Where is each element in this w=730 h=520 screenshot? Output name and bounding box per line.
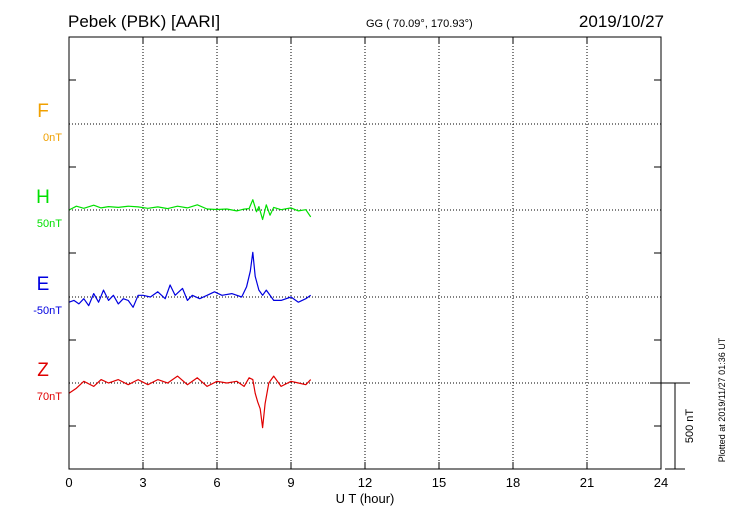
- x-tick-label: 24: [654, 475, 668, 490]
- series-label-h: H: [36, 187, 50, 208]
- plot-frame: [68, 36, 662, 470]
- series-offset-f: 0nT: [43, 132, 62, 144]
- series-offset-e: -50nT: [33, 305, 62, 317]
- station-title: Pebek (PBK) [AARI]: [68, 12, 221, 31]
- series-offset-z: 70nT: [37, 391, 62, 403]
- series-line-h: [68, 199, 312, 221]
- coordinates-label: GG ( 70.09°, 170.93°): [366, 18, 473, 30]
- x-tick-label: 12: [358, 475, 372, 490]
- x-tick-label: 18: [506, 475, 520, 490]
- x-tick-label: 0: [65, 475, 72, 490]
- x-tick-label: 9: [287, 475, 294, 490]
- series-line-z: [68, 375, 312, 429]
- series-label-z: Z: [37, 360, 49, 381]
- scale-bar: 500 nT: [650, 382, 696, 470]
- x-tick-label: 6: [213, 475, 220, 490]
- series-label-e: E: [37, 274, 50, 295]
- grid-layer: [68, 37, 662, 469]
- x-tick-label: 15: [432, 475, 446, 490]
- series-offset-h: 50nT: [37, 218, 62, 230]
- trace-layer: [68, 199, 312, 429]
- x-axis-label: U T (hour): [336, 491, 395, 506]
- date-label: 2019/10/27: [578, 12, 664, 31]
- label-layer: 0 3 6 9 12 15 18 21 24 U T (hour) F 0nT H 50nT E -50nT Z…: [33, 101, 668, 506]
- series-line-e: [68, 251, 312, 308]
- x-tick-label: 3: [139, 475, 146, 490]
- x-tick-label: 21: [580, 475, 594, 490]
- scale-bar-label: 500 nT: [684, 409, 696, 444]
- series-label-f: F: [37, 101, 49, 122]
